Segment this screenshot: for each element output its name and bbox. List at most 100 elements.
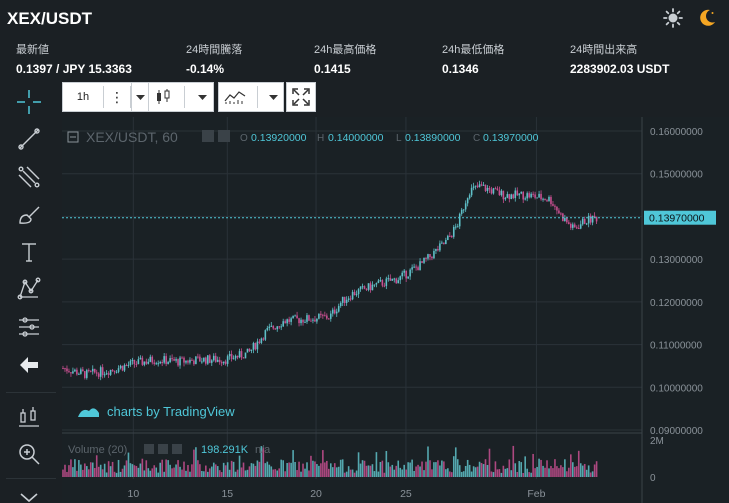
fullscreen-button[interactable] — [286, 82, 316, 112]
volume-bar — [86, 466, 88, 477]
volume-bar — [496, 469, 499, 477]
candle-body — [526, 193, 528, 199]
chevron-down-icon[interactable] — [14, 482, 44, 503]
back-arrow-icon[interactable] — [14, 350, 44, 380]
candle-body — [331, 309, 334, 314]
candle-body — [373, 284, 376, 286]
candle-body — [193, 360, 195, 365]
volume-bar — [445, 469, 447, 477]
volume-bar — [64, 464, 66, 477]
time-axis[interactable]: 10 15 20 25 Feb — [127, 488, 545, 500]
crosshair-icon[interactable] — [14, 87, 44, 117]
moon-icon[interactable] — [697, 8, 717, 33]
volume-bar — [270, 466, 273, 477]
candle-body — [167, 362, 169, 364]
volume-bar — [593, 464, 596, 477]
volume-bar — [68, 465, 70, 477]
candle-body — [139, 357, 142, 360]
volume-bar — [393, 469, 396, 477]
volume-bar — [326, 460, 328, 477]
candle-body — [494, 188, 497, 190]
candle-body — [214, 355, 217, 362]
y-tick-label: 0.13000000 — [650, 255, 703, 266]
price-axis[interactable]: 0.160000000.150000000.140000000.13000000… — [650, 127, 703, 437]
candle-body — [550, 196, 552, 205]
candle-body — [87, 370, 90, 372]
volume-bar — [282, 460, 284, 477]
volume-bar — [193, 449, 195, 477]
candle-body — [179, 357, 181, 366]
candle-body — [385, 278, 388, 286]
volume-bar — [191, 464, 193, 477]
candle-body — [389, 278, 392, 281]
candle-body — [568, 222, 570, 224]
volume-bar — [413, 470, 415, 477]
eye-icon[interactable] — [202, 130, 214, 142]
volume-bar — [468, 464, 471, 477]
price-chart[interactable]: 0.16000000 0.15000000 0.14000000 0.13000000… — [62, 117, 729, 503]
candle-body — [99, 367, 102, 377]
volume-bar — [328, 468, 330, 477]
candle-body — [326, 315, 328, 319]
volume-bar — [337, 466, 340, 477]
volume-bar — [556, 466, 558, 477]
volume-bar — [548, 468, 550, 477]
candle-body — [183, 357, 185, 363]
candle-body — [111, 369, 114, 371]
candle-body — [381, 280, 384, 286]
y-tick-label: 0.12000000 — [650, 298, 703, 309]
volume-bar — [581, 465, 584, 477]
volume-close-icon[interactable] — [172, 444, 182, 454]
candle-body — [282, 321, 284, 327]
volume-bar — [343, 472, 346, 477]
settings-icon[interactable] — [218, 130, 230, 142]
volume-bar — [494, 461, 497, 477]
volume-bar — [512, 445, 515, 477]
volume-bar — [246, 469, 249, 477]
volume-bar — [542, 465, 544, 477]
volume-bar — [361, 460, 364, 477]
candle-body — [534, 194, 536, 198]
candle-body — [97, 373, 100, 377]
volume-bar — [298, 461, 300, 477]
tradingview-logo-icon[interactable] — [78, 408, 99, 417]
collapse-legend-icon[interactable] — [67, 131, 79, 143]
candle-body — [250, 349, 253, 352]
candle-body — [593, 215, 596, 218]
trend-line-icon[interactable] — [14, 124, 44, 154]
volume-bar — [571, 462, 574, 477]
volume-bar — [74, 459, 76, 477]
tradingview-watermark[interactable]: charts by TradingView — [107, 404, 235, 419]
indicator-icon[interactable] — [14, 402, 44, 432]
current-price-label: 0.13970000 — [649, 213, 705, 225]
candles — [62, 180, 598, 381]
candle-body — [546, 200, 548, 202]
candle-body — [284, 321, 286, 324]
y-tick-label: 0.09000000 — [650, 426, 703, 437]
volume-eye-icon[interactable] — [144, 444, 154, 454]
sun-icon[interactable] — [663, 8, 683, 33]
zoom-icon[interactable] — [14, 439, 44, 469]
volume-bar — [220, 472, 223, 477]
volume-settings-icon[interactable] — [158, 444, 168, 454]
volume-bar — [345, 471, 348, 477]
volume-bar — [583, 463, 586, 477]
more-vertical-icon[interactable]: ⋮ — [110, 89, 124, 105]
pattern-icon[interactable] — [14, 274, 44, 304]
volume-bar — [421, 461, 423, 477]
candle-body — [91, 368, 94, 372]
chart-type-selector[interactable] — [148, 82, 214, 112]
volume-bar — [589, 472, 592, 477]
chart-panel[interactable]: 0.16000000 0.15000000 0.14000000 0.13000000… — [62, 117, 729, 503]
interval-selector[interactable]: 1h ⋮ — [62, 82, 132, 112]
volume-bar — [322, 450, 324, 477]
candle-body — [512, 194, 515, 199]
measure-icon[interactable] — [14, 312, 44, 342]
text-icon[interactable] — [14, 237, 44, 267]
brush-icon[interactable] — [14, 200, 44, 230]
fib-icon[interactable] — [14, 162, 44, 192]
candle-body — [355, 294, 358, 296]
indicators-selector[interactable] — [218, 82, 284, 112]
candle-body — [109, 369, 112, 375]
volume-bar — [502, 465, 505, 477]
